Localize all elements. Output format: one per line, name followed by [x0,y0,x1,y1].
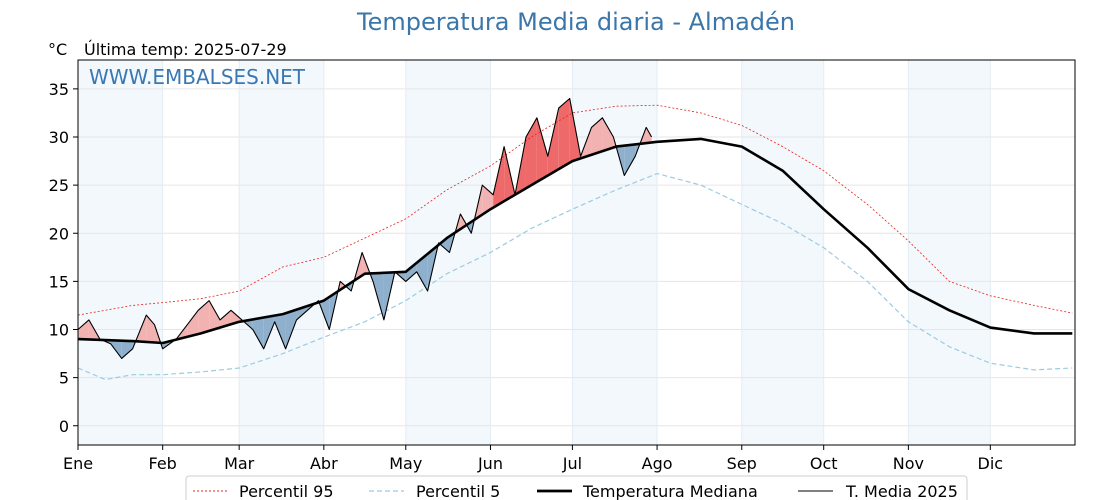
anomaly-above [146,315,155,343]
x-tick-label: Jul [562,454,582,473]
month-band [741,60,824,445]
series-line-p5 [77,173,1073,381]
series-line-median [77,137,1073,345]
anomaly-below [263,315,275,349]
anomaly-above [525,117,537,189]
anomaly-below [405,262,417,282]
x-tick-label: Ago [642,454,673,473]
y-tick-label: 10 [49,321,69,340]
month-band [405,60,491,445]
anomaly-above [646,127,652,144]
x-tick-label: Abr [310,454,338,473]
x-tick-label: Dic [978,454,1004,473]
anomaly-above [78,319,89,340]
anomaly-above [187,310,199,337]
legend-label-median: Temperatura Mediana [582,482,758,500]
x-tick-label: Oct [810,454,838,473]
anomaly-below [624,144,636,176]
watermark: WWW.EMBALSES.NET [89,65,306,89]
y-tick-label: 5 [59,369,69,388]
legend-label-current: T. Media 2025 [845,482,958,500]
legend-label-p95: Percentil 95 [239,482,334,500]
anomaly-below [427,245,439,291]
anomaly-above [209,300,221,331]
x-tick-label: May [389,454,422,473]
last-temp-label: Última temp: 2025-07-29 [84,40,287,59]
series-line-current [77,97,653,359]
y-tick-label: 20 [49,224,69,243]
anomaly-above [536,117,548,182]
y-tick-label: 25 [49,176,69,195]
anomaly-below [252,317,264,349]
x-tick-label: Nov [893,454,924,473]
month-band [239,60,324,445]
y-axis: 0 5 10 15 20 25 30 35 [49,80,78,436]
x-tick-label: Sep [727,454,757,473]
legend-box [185,475,968,500]
anomaly-above [558,98,570,170]
chart-title: Temperatura Media diaria - Almadén [356,8,795,36]
month-bands [78,60,991,445]
anomaly-above [198,300,210,335]
series-lines [77,97,1073,381]
unit-label: °C [48,40,67,59]
month-band [78,60,163,445]
anomaly-above [547,108,559,176]
anomaly-above [602,117,614,152]
anomaly-below [416,253,428,291]
anomaly-above [220,310,231,328]
x-tick-label: Ene [63,454,93,473]
y-tick-label: 0 [59,417,69,436]
anomaly-below [373,272,384,320]
y-tick-label: 15 [49,272,69,291]
x-axis: Ene Feb Mar Abr May Jun Jul Ago Sep Oct Nov Dic [63,445,1003,473]
legend: Percentil 95 Percentil 5 Temperatura Med… [185,475,968,500]
x-tick-label: Mar [224,454,255,473]
plot-frame [77,59,1076,446]
anomaly-below [121,340,133,359]
anomaly-below [110,340,122,359]
x-tick-label: Feb [149,454,177,473]
month-band [572,60,658,445]
anomaly-below [274,313,286,349]
anomaly-below [439,236,450,253]
anomaly-below [285,309,297,349]
anomaly-above [493,146,505,208]
y-tick-label: 35 [49,80,69,99]
y-tick-label: 30 [49,128,69,147]
month-band [908,60,991,445]
anomaly-above [591,117,603,155]
x-tick-label: Jun [477,454,503,473]
legend-label-p5: Percentil 5 [416,482,500,500]
